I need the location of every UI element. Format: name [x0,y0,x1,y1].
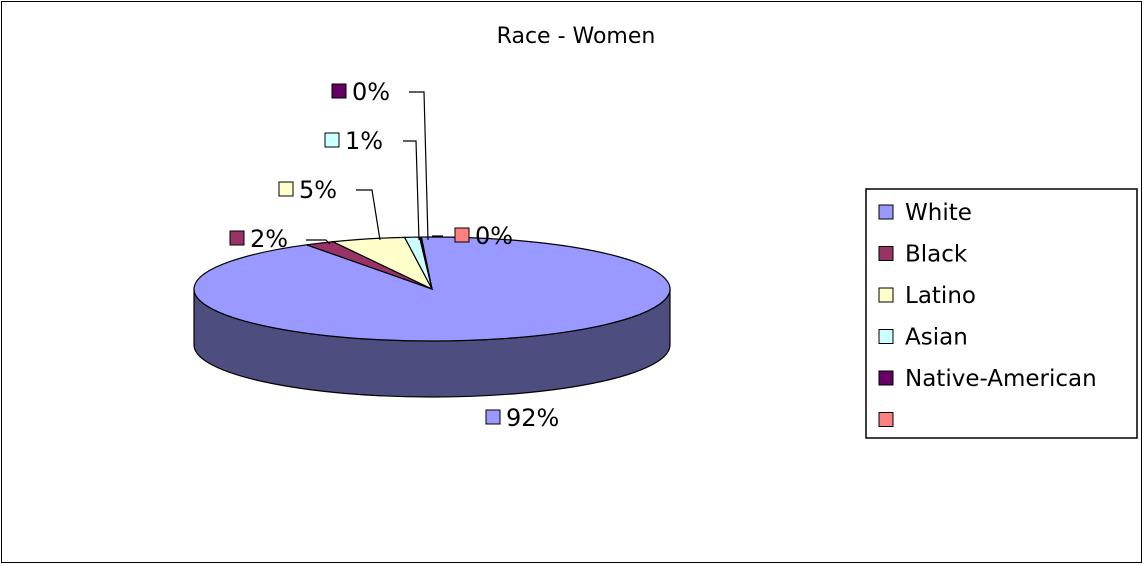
legend-label-latino: Latino [905,283,976,309]
data-label-latino: 5% [299,176,337,204]
legend-label-white: White [905,200,972,226]
legend-label-asian: Asian [905,325,968,351]
data-label-layer: 92% 2% 5% 1% 0% 0% [229,78,559,432]
legend-swatch-latino [878,287,894,303]
data-label-native-american: 0% [352,78,390,106]
data-label-unnamed-5: 0% [475,222,513,250]
legend-swatch-native-american [878,370,894,386]
pie-layer [193,236,671,398]
data-label-swatch-native-american [331,83,347,99]
data-label-swatch-asian [324,132,340,148]
pie-slice-unnamed-5 [419,236,433,290]
legend-swatch-white [878,204,894,220]
data-label-swatch-white [485,409,501,425]
legend-box [865,188,1138,439]
data-label-swatch-latino [278,181,294,197]
leader-line-black [306,239,331,245]
data-label-asian: 1% [345,127,383,155]
legend-swatch-unnamed-5 [878,412,894,427]
data-label-swatch-unnamed-5 [454,227,470,243]
data-label-swatch-black [229,230,245,246]
legend-label-native-american: Native-American [905,366,1097,392]
legend-swatch-black [878,246,894,261]
chart-title: Race - Women [497,24,656,49]
leader-line-asian [403,140,420,241]
legend-label-black: Black [905,242,968,268]
pie-slice-white [193,236,671,342]
leader-line-latino [356,189,381,241]
legend: White Black Latino Asian Native-American [865,188,1138,439]
legend-swatch-asian [878,329,894,344]
data-label-black: 2% [250,225,288,253]
data-label-white: 92% [506,404,559,432]
leader-line-native-american [409,91,429,241]
